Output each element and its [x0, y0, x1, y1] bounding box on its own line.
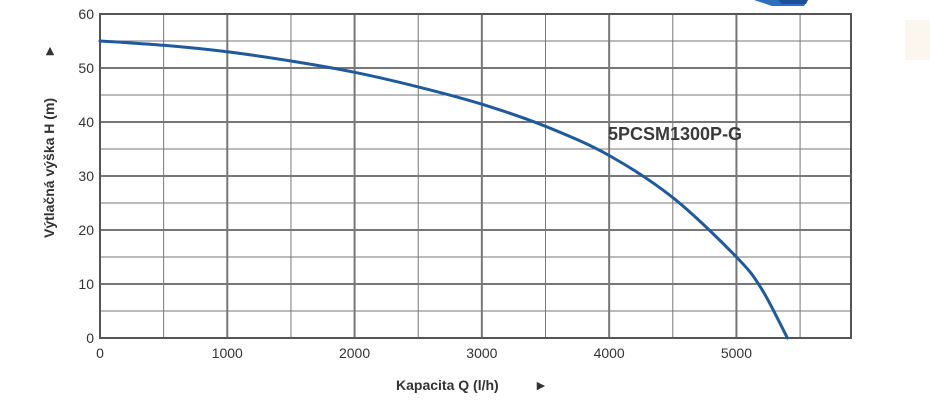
- y-axis-arrow-icon: ►: [41, 44, 57, 58]
- plot-frame: [99, 13, 852, 339]
- x-tick-label: 2000: [339, 345, 370, 361]
- x-axis-label: Kapacita Q (l/h): [396, 377, 499, 393]
- y-tick-label: 60: [78, 6, 94, 22]
- y-axis-label: Výtlačná výška H (m): [41, 98, 57, 238]
- series-line-5PCSM1300P-G: [98, 39, 789, 340]
- y-tick-label: 50: [78, 60, 94, 76]
- tick-labels: 0 1000 2000 3000 4000 5000 0 10 20 30 40 50 60: [78, 6, 752, 361]
- faded-decoration-icon: [905, 20, 930, 60]
- y-tick-label: 10: [78, 276, 94, 292]
- y-tick-label: 20: [78, 222, 94, 238]
- x-tick-label: 1000: [212, 345, 243, 361]
- series-label: 5PCSM1300P-G: [608, 124, 742, 144]
- x-axis-label-group: Kapacita Q (l/h) ►: [396, 377, 548, 393]
- grid: [99, 13, 852, 339]
- x-axis-arrow-icon: ►: [534, 377, 548, 393]
- y-tick-label: 40: [78, 114, 94, 130]
- y-tick-label: 30: [78, 168, 94, 184]
- x-tick-label: 4000: [594, 345, 625, 361]
- series: [98, 39, 789, 340]
- y-axis-label-group: Výtlačná výška H (m) ►: [41, 44, 57, 238]
- x-tick-label: 0: [96, 345, 104, 361]
- product-image-fragment-icon: [754, 0, 808, 6]
- x-tick-label: 3000: [466, 345, 497, 361]
- x-tick-label: 5000: [721, 345, 752, 361]
- y-tick-label: 0: [86, 330, 94, 346]
